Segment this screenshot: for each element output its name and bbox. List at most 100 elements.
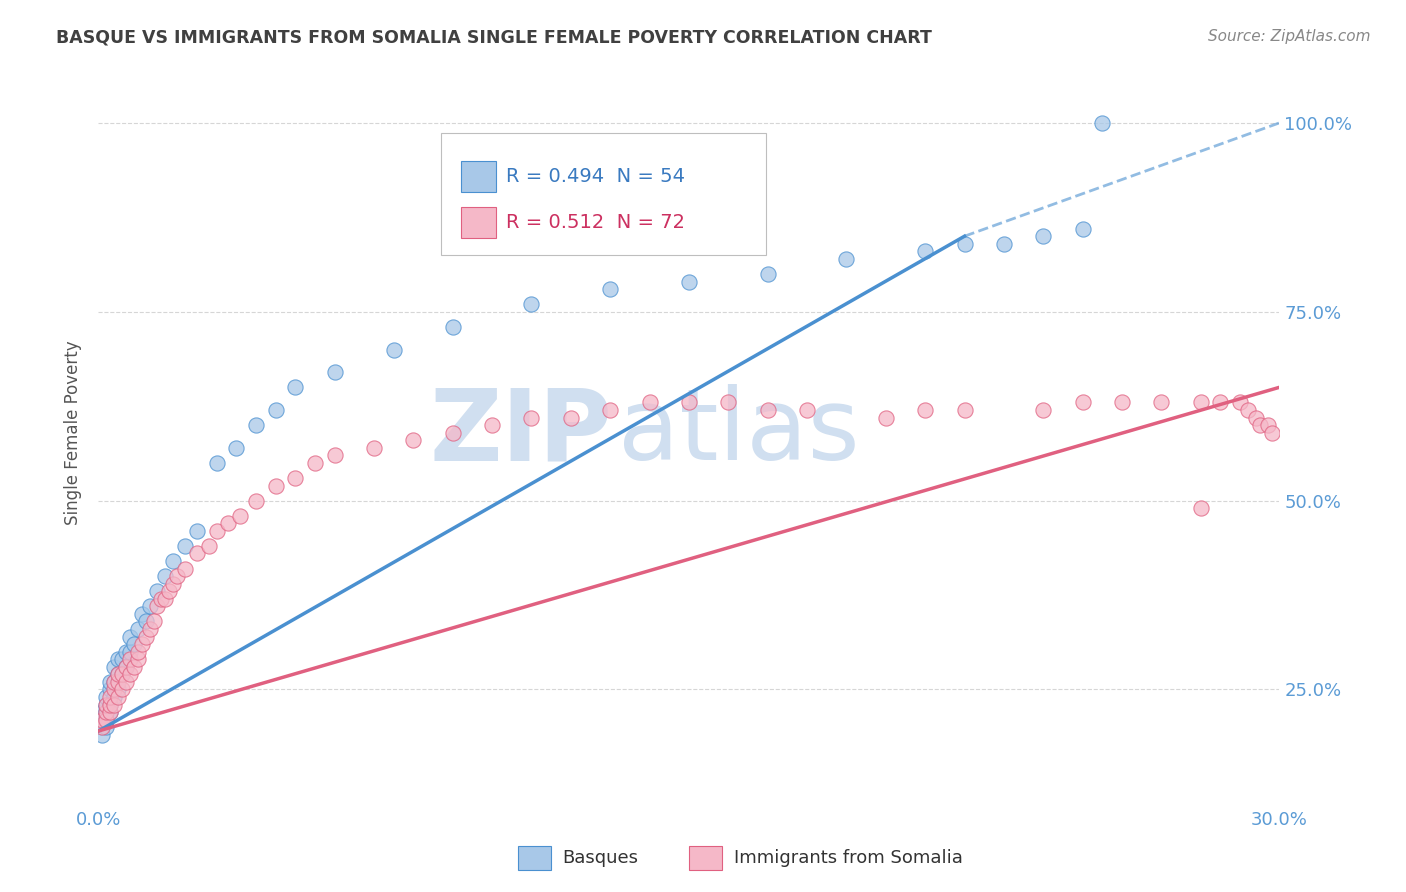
Point	[98, 674, 121, 689]
Point	[1249, 418, 1271, 433]
Point	[98, 682, 121, 697]
Point	[560, 410, 582, 425]
Point	[245, 493, 267, 508]
Point	[103, 690, 125, 704]
Point	[96, 705, 118, 719]
Point	[122, 637, 145, 651]
Point	[107, 667, 129, 681]
Point	[717, 395, 740, 409]
Point	[323, 448, 346, 462]
Point	[1237, 403, 1260, 417]
Point	[1244, 410, 1267, 425]
Point	[205, 456, 228, 470]
Point	[103, 682, 125, 697]
Point	[914, 403, 936, 417]
Point	[166, 569, 188, 583]
Point	[135, 615, 157, 629]
Point	[756, 267, 779, 281]
Point	[1111, 395, 1133, 409]
Point	[131, 607, 153, 621]
Point	[1091, 116, 1114, 130]
Point	[96, 713, 118, 727]
Point	[245, 418, 267, 433]
Point	[382, 343, 405, 357]
Point	[796, 403, 818, 417]
Point	[91, 713, 114, 727]
Point	[111, 652, 134, 666]
Point	[107, 682, 129, 697]
Point	[835, 252, 858, 266]
Point	[953, 403, 976, 417]
Point	[205, 524, 228, 538]
Point	[135, 630, 157, 644]
Point	[174, 539, 197, 553]
Point	[91, 713, 114, 727]
Point	[1071, 221, 1094, 235]
Point	[875, 410, 897, 425]
Point	[142, 615, 165, 629]
Point	[107, 667, 129, 681]
Point	[138, 622, 160, 636]
Point	[122, 660, 145, 674]
Point	[103, 660, 125, 674]
Y-axis label: Single Female Poverty: Single Female Poverty	[65, 341, 83, 524]
Point	[91, 720, 114, 734]
Point	[107, 674, 129, 689]
Text: Immigrants from Somalia: Immigrants from Somalia	[734, 849, 963, 867]
Point	[98, 705, 121, 719]
Point	[96, 705, 118, 719]
Point	[264, 403, 287, 417]
Point	[98, 705, 121, 719]
Point	[1209, 395, 1232, 409]
Point	[481, 418, 503, 433]
Point	[115, 660, 138, 674]
Point	[284, 380, 307, 394]
Point	[441, 319, 464, 334]
Point	[197, 539, 219, 553]
Point	[98, 690, 121, 704]
Point	[186, 524, 208, 538]
Point	[323, 365, 346, 379]
Point	[91, 720, 114, 734]
Text: ZIP: ZIP	[429, 384, 612, 481]
Point	[1257, 418, 1279, 433]
Point	[146, 599, 169, 614]
Point	[402, 433, 425, 447]
Point	[229, 508, 252, 523]
Point	[115, 660, 138, 674]
Point	[118, 652, 141, 666]
Point	[157, 584, 180, 599]
Text: Basques: Basques	[562, 849, 638, 867]
Point	[953, 236, 976, 251]
Point	[1189, 501, 1212, 516]
Point	[1071, 395, 1094, 409]
Point	[914, 244, 936, 259]
Point	[678, 395, 700, 409]
Point	[98, 698, 121, 712]
Point	[138, 599, 160, 614]
Point	[115, 674, 138, 689]
Point	[118, 645, 141, 659]
Point	[96, 698, 118, 712]
Point	[127, 622, 149, 636]
Point	[146, 584, 169, 599]
Point	[96, 698, 118, 712]
Point	[103, 698, 125, 712]
Point	[107, 652, 129, 666]
Point	[599, 282, 621, 296]
Point	[96, 713, 118, 727]
Point	[98, 698, 121, 712]
Text: R = 0.494  N = 54: R = 0.494 N = 54	[506, 167, 685, 186]
Point	[264, 478, 287, 492]
Point	[118, 667, 141, 681]
Bar	[517, 847, 551, 871]
Point	[441, 425, 464, 440]
Point	[599, 403, 621, 417]
Point	[225, 441, 247, 455]
Text: Source: ZipAtlas.com: Source: ZipAtlas.com	[1208, 29, 1371, 44]
Point	[118, 630, 141, 644]
Point	[174, 561, 197, 575]
Point	[127, 645, 149, 659]
Point	[131, 637, 153, 651]
Point	[363, 441, 385, 455]
